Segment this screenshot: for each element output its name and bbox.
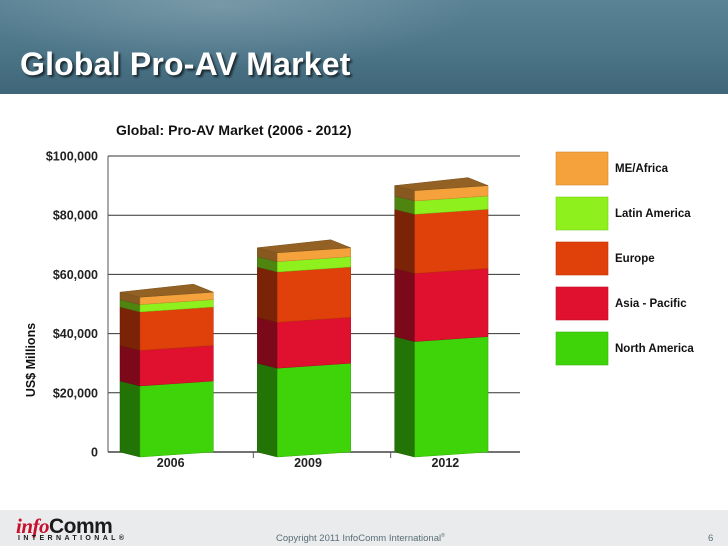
- legend-item: North America: [555, 331, 694, 366]
- y-tick-label: $80,000: [53, 209, 98, 223]
- legend-label: Europe: [615, 253, 655, 265]
- legend-swatch: [555, 196, 609, 231]
- chart-area: Global: Pro-AV Market (2006 - 2012) US$ …: [0, 94, 728, 510]
- header-sheen: [0, 0, 480, 70]
- bar-segment: [414, 336, 489, 458]
- legend-swatch: [555, 151, 609, 186]
- legend-item: Latin America: [555, 196, 691, 231]
- y-tick-label: $20,000: [53, 386, 98, 400]
- legend-item: ME/Africa: [555, 151, 669, 186]
- bar-segment: [414, 268, 489, 342]
- legend-swatch: [555, 286, 609, 321]
- logo-comm-text: Comm: [49, 515, 113, 538]
- legend: ME/Africa Latin America Europe Asia - Pacif…: [555, 151, 694, 366]
- bar-top-face: [119, 283, 214, 298]
- bar-segment-side: [119, 306, 141, 351]
- slide-header: Global Pro-AV Market: [0, 0, 728, 94]
- infocomm-logo: infoComm INTERNATIONAL®: [16, 514, 136, 544]
- bar-segment-side: [257, 362, 278, 458]
- bar-segment: [139, 380, 214, 458]
- y-tick-label: $40,000: [53, 327, 98, 341]
- bar-stack-2012: [394, 177, 489, 458]
- bar-segment: [414, 209, 489, 274]
- slide-title: Global Pro-AV Market: [20, 46, 351, 82]
- legend-swatch: [555, 331, 609, 366]
- bar-segment: [277, 362, 351, 458]
- x-axis-ticks: 2006 2009 2012: [157, 456, 460, 470]
- y-tick-label: $60,000: [53, 268, 98, 282]
- legend-swatch: [555, 241, 609, 276]
- x-tick-label: 2009: [294, 456, 322, 470]
- copyright-text: Copyright 2011 InfoComm International®: [276, 533, 445, 544]
- bar-segment-side: [394, 336, 415, 458]
- y-tick-label: 0: [91, 446, 98, 460]
- bar-segment-side: [119, 380, 141, 458]
- chart-title: Global: Pro-AV Market (2006 - 2012): [116, 122, 351, 138]
- logo-info-text: info: [16, 514, 50, 538]
- bar-segment: [277, 317, 351, 369]
- bars: [119, 177, 489, 458]
- legend-label: North America: [615, 343, 694, 355]
- legend-label: Latin America: [615, 208, 691, 220]
- bar-segment-side: [119, 345, 141, 387]
- bar-segment: [277, 266, 351, 323]
- y-axis-label: US$ Millions: [24, 323, 38, 397]
- x-tick-label: 2006: [157, 456, 185, 470]
- stacked-bar-chart: Global: Pro-AV Market (2006 - 2012) US$ …: [24, 122, 694, 470]
- bar-stack-2006: [119, 283, 214, 458]
- legend-label: Asia - Pacific: [615, 298, 687, 310]
- bar-segment: [139, 345, 214, 387]
- bar-stack-2009: [257, 239, 351, 458]
- bar-top-face: [394, 177, 489, 191]
- page-number: 6: [708, 533, 714, 544]
- bar-segment-side: [257, 316, 278, 369]
- bar-top-face: [257, 239, 351, 254]
- legend-item: Asia - Pacific: [555, 286, 687, 321]
- x-tick-label: 2012: [431, 456, 459, 470]
- bar-segment: [139, 306, 214, 351]
- y-tick-label: $100,000: [46, 150, 98, 164]
- legend-label: ME/Africa: [615, 163, 669, 175]
- registered-mark: ®: [441, 533, 445, 539]
- bar-segment-side: [394, 268, 415, 342]
- bar-segment-side: [394, 208, 415, 274]
- bar-segment-side: [257, 266, 278, 323]
- y-axis-ticks: 0 $20,000 $40,000 $60,000 $80,000 $100,000: [46, 150, 98, 460]
- logo-subtext: INTERNATIONAL®: [18, 535, 128, 542]
- logo-wordmark: infoComm: [16, 514, 113, 539]
- legend-item: Europe: [555, 241, 655, 276]
- copyright-label: Copyright 2011 InfoComm International: [276, 533, 442, 545]
- slide-footer: infoComm INTERNATIONAL® Copyright 2011 I…: [0, 510, 728, 546]
